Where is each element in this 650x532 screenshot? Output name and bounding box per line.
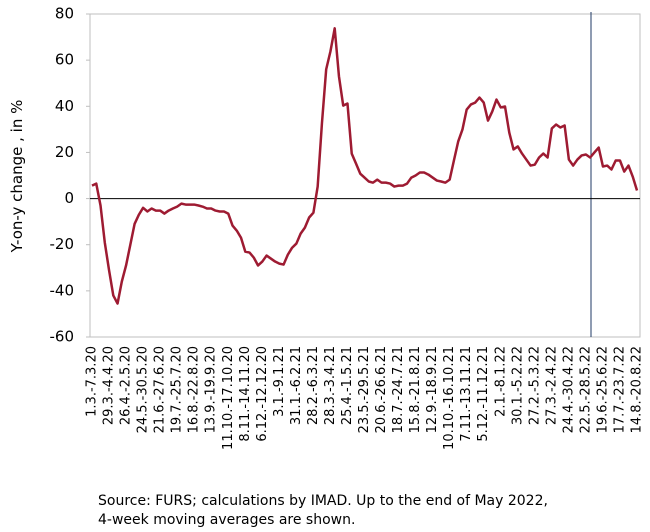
x-tick-label: 26.4.-2.5.20 [119,346,134,425]
x-tick-label: 3.1.-9.1.21 [272,346,287,417]
x-tick-label: 1.3.-7.3.20 [85,346,100,417]
x-tick-label: 5.12.-11.12.21 [476,346,491,442]
y-tick-label: 80 [55,5,74,23]
x-tick-label: 22.5.-28.5.22 [578,346,593,433]
x-tick-label: 28.2.-6.3.21 [306,346,321,425]
x-tick-label: 19.7.-25.7.20 [170,346,185,433]
x-tick-label: 31.1.-6.2.21 [289,346,304,425]
plot-frame [89,13,641,338]
data-line [91,27,639,305]
y-tick-label: 60 [55,51,74,69]
y-tick-label: -20 [50,235,75,253]
y-tick-label: -40 [50,281,75,299]
x-tick-label: 29.3.-4.4.20 [102,346,117,425]
x-tick-label: 15.8.-21.8.21 [408,346,423,433]
x-tick-label: 2.1.-8.1.22 [493,346,508,417]
x-tick-label: 16.8.-22.8.20 [187,346,202,433]
x-tick-label: 25.4.-1.5.21 [340,346,355,425]
x-tick-label: 28.3.-3.4.21 [323,346,338,425]
x-tick-label: 24.5.-30.5.20 [136,346,151,433]
x-tick-label: 14.8.-20.8.22 [630,346,645,433]
y-axis-label: Y-on-y change , in % [8,100,26,254]
x-tick-label: 7.11.-13.11.21 [459,346,474,442]
y-tick-label: 0 [64,189,74,207]
x-tick-label: 17.7.-23.7.22 [612,346,627,433]
x-tick-label: 21.6.-27.6.20 [153,346,168,433]
x-tick-label: 23.5.-29.5.21 [357,346,372,433]
x-tick-label: 30.1.-5.2.22 [510,346,525,425]
x-tick-label: 27.3.-2.4.22 [544,346,559,425]
x-tick-label: 13.9.-19.9.20 [204,346,219,433]
x-tick-label: 20.6.-26.6.21 [374,346,389,433]
x-tick-label: 27.2.-5.3.22 [527,346,542,425]
x-tick-label: 11.10.-17.10.20 [221,346,236,450]
source-note: 4-week moving averages are shown. [98,512,355,528]
x-tick-label: 19.6.-25.6.22 [595,346,610,433]
x-tick-label: 24.4.-30.4.22 [561,346,576,433]
x-tick-label: 18.7.-24.7.21 [391,346,406,433]
y-tick-label: 40 [55,97,74,115]
x-tick-label: 6.12.-12.12.20 [255,346,270,442]
y-tick-label: 20 [55,143,74,161]
y-tick-label: -60 [50,328,75,346]
x-tick-label: 8.11.-14.11.20 [238,346,253,442]
x-tick-label: 12.9.-18.9.21 [425,346,440,433]
source-note: Source: FURS; calculations by IMAD. Up t… [98,493,548,509]
x-tick-label: 10.10.-16.10.21 [442,346,457,450]
